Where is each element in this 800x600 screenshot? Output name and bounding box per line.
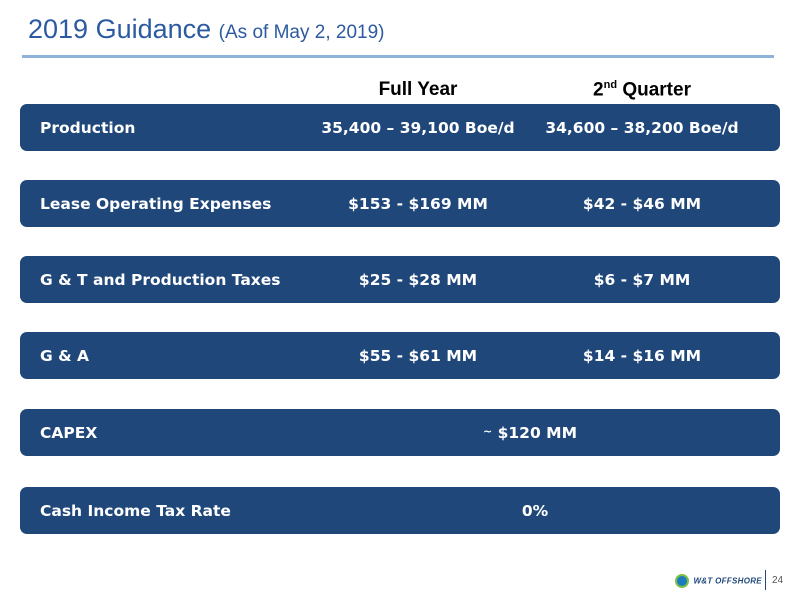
row-label: G & T and Production Taxes: [40, 271, 281, 289]
logo-text: W&T OFFSHORE: [693, 576, 762, 586]
quarter-value: $14 - $16 MM: [582, 347, 702, 365]
row-capex: CAPEX ~ $120 MM: [20, 409, 780, 456]
full-year-value: $25 - $28 MM: [358, 271, 478, 289]
row-label: Production: [40, 119, 136, 137]
title-subtitle: (As of May 2, 2019): [218, 22, 385, 43]
combined-value: ~ $120 MM: [482, 424, 578, 442]
row-production: Production 35,400 – 39,100 Boe/d 34,600 …: [20, 104, 780, 151]
combined-value: 0%: [521, 502, 549, 520]
title-divider: [22, 55, 774, 58]
quarter-value: $42 - $46 MM: [582, 195, 702, 213]
full-year-value: $153 - $169 MM: [348, 195, 488, 213]
column-header-full-year: Full Year: [378, 79, 458, 100]
row-ga: G & A $55 - $61 MM $14 - $16 MM: [20, 332, 780, 379]
full-year-value: 35,400 – 39,100 Boe/d: [321, 119, 515, 137]
page-title: 2019 Guidance (As of May 2, 2019): [28, 14, 384, 45]
footer-divider: [765, 570, 766, 590]
column-header-quarter: 2nd Quarter: [593, 79, 691, 101]
row-label: Cash Income Tax Rate: [40, 502, 231, 520]
logo-globe-icon: [675, 573, 689, 588]
quarter-value: $6 - $7 MM: [593, 271, 691, 289]
title-text: 2019 Guidance: [28, 14, 212, 44]
row-gt-production-taxes: G & T and Production Taxes $25 - $28 MM …: [20, 256, 780, 303]
page-number: 24: [772, 575, 784, 586]
row-lease-operating-expenses: Lease Operating Expenses $153 - $169 MM …: [20, 180, 780, 227]
row-cash-income-tax-rate: Cash Income Tax Rate 0%: [20, 487, 780, 534]
row-label: G & A: [40, 347, 90, 365]
quarter-value: 34,600 – 38,200 Boe/d: [545, 119, 739, 137]
row-label: CAPEX: [40, 424, 98, 442]
approx-tilde: ~: [482, 425, 493, 438]
full-year-value: $55 - $61 MM: [358, 347, 478, 365]
row-label: Lease Operating Expenses: [40, 195, 272, 213]
company-logo: W&T OFFSHORE: [675, 572, 762, 588]
